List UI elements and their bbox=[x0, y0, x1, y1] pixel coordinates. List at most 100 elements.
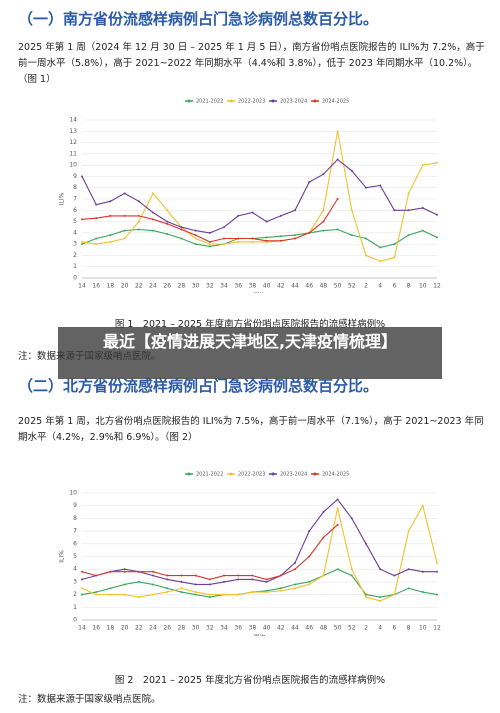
data-point bbox=[350, 209, 353, 212]
data-point bbox=[194, 574, 197, 577]
x-tick-label: 44 bbox=[291, 625, 299, 632]
y-tick-label: 5 bbox=[73, 553, 77, 560]
data-point bbox=[194, 237, 197, 240]
x-axis-label: 周次 bbox=[253, 292, 265, 294]
x-tick-label: 12 bbox=[433, 283, 441, 290]
x-tick-label: 44 bbox=[291, 283, 299, 290]
data-point bbox=[95, 593, 98, 596]
note: 注：数据来源于国家级哨点医院。 bbox=[18, 694, 161, 705]
y-tick-label: 7 bbox=[73, 528, 77, 535]
series-line bbox=[81, 498, 437, 585]
data-point bbox=[152, 593, 154, 596]
data-point bbox=[123, 583, 126, 586]
legend-label: 2022-2023 bbox=[238, 472, 265, 478]
data-point bbox=[365, 237, 367, 240]
data-point bbox=[223, 237, 225, 240]
x-tick-label: 34 bbox=[220, 625, 228, 632]
data-point bbox=[322, 511, 325, 514]
data-point bbox=[166, 587, 169, 590]
data-point bbox=[109, 214, 112, 217]
legend-marker bbox=[229, 99, 233, 103]
data-point bbox=[208, 583, 211, 586]
legend-marker bbox=[187, 99, 191, 103]
x-tick-label: 42 bbox=[277, 283, 285, 290]
x-tick-label: 8 bbox=[407, 283, 411, 290]
data-point bbox=[208, 578, 211, 581]
legend-label: 2022-2023 bbox=[238, 99, 265, 105]
x-tick-label: 22 bbox=[135, 283, 143, 290]
y-tick-label: 8 bbox=[73, 515, 77, 522]
data-point bbox=[350, 234, 353, 237]
paragraph: 2025 年第 1 周（2024 年 12 月 30 日 – 2025 年 1 … bbox=[18, 42, 485, 85]
y-tick-label: 5 bbox=[73, 218, 77, 225]
data-point bbox=[407, 234, 410, 237]
data-point bbox=[379, 184, 382, 187]
data-point bbox=[265, 580, 268, 583]
data-point bbox=[279, 589, 282, 592]
data-point bbox=[237, 240, 240, 243]
data-point bbox=[95, 574, 98, 577]
data-point bbox=[208, 245, 211, 248]
data-point bbox=[322, 229, 325, 232]
data-point bbox=[379, 246, 382, 249]
data-point bbox=[436, 161, 438, 164]
data-point bbox=[152, 583, 154, 586]
data-point bbox=[137, 200, 140, 203]
x-tick-label: 18 bbox=[107, 283, 115, 290]
y-tick-label: 2 bbox=[73, 591, 77, 598]
data-point bbox=[308, 555, 311, 558]
y-tick-label: 10 bbox=[69, 490, 77, 497]
x-tick-label: 42 bbox=[277, 625, 285, 632]
x-tick-label: 40 bbox=[263, 625, 271, 632]
data-point bbox=[137, 570, 140, 573]
series-line bbox=[81, 198, 339, 243]
x-tick-label: 6 bbox=[392, 625, 396, 632]
data-point bbox=[223, 226, 225, 229]
data-point bbox=[208, 596, 211, 599]
data-point bbox=[95, 237, 98, 240]
x-tick-label: 10 bbox=[419, 625, 427, 632]
data-point bbox=[123, 568, 126, 571]
data-point bbox=[350, 169, 353, 172]
caption: 图 1 2021 – 2025 年度南方省份哨点医院报告的流感样病例% bbox=[114, 319, 386, 330]
data-point bbox=[223, 593, 225, 596]
data-point bbox=[379, 568, 382, 571]
data-point bbox=[166, 578, 169, 581]
data-point bbox=[279, 214, 282, 217]
legend-label: 2023-2024 bbox=[280, 472, 307, 478]
data-point bbox=[336, 523, 339, 526]
x-tick-label: 24 bbox=[149, 625, 157, 632]
data-point bbox=[166, 591, 169, 594]
series-line bbox=[81, 504, 438, 602]
data-point bbox=[436, 561, 438, 564]
data-point bbox=[322, 209, 325, 212]
legend-marker bbox=[187, 472, 191, 476]
data-point bbox=[279, 587, 282, 590]
data-point bbox=[152, 570, 154, 573]
x-tick-label: 22 bbox=[135, 625, 143, 632]
data-point bbox=[308, 181, 311, 184]
legend-marker bbox=[313, 99, 317, 103]
data-point bbox=[109, 570, 112, 573]
data-point bbox=[237, 574, 240, 577]
x-tick-label: 2 bbox=[364, 625, 368, 632]
data-point bbox=[137, 220, 140, 223]
data-point bbox=[81, 240, 83, 243]
data-point bbox=[294, 583, 296, 586]
x-tick-label: 52 bbox=[348, 625, 356, 632]
data-point bbox=[393, 243, 396, 246]
data-point bbox=[407, 192, 410, 195]
data-point bbox=[109, 234, 112, 237]
legend-marker bbox=[313, 472, 317, 476]
data-point bbox=[308, 583, 311, 586]
data-point bbox=[109, 587, 112, 590]
x-tick-label: 16 bbox=[92, 283, 100, 290]
x-tick-label: 4 bbox=[378, 625, 382, 632]
x-tick-label: 6 bbox=[392, 283, 396, 290]
x-tick-label: 4 bbox=[378, 283, 382, 290]
legend-marker bbox=[271, 472, 275, 476]
x-tick-label: 2 bbox=[364, 283, 368, 290]
x-tick-label: 20 bbox=[121, 283, 129, 290]
data-point bbox=[265, 578, 268, 581]
